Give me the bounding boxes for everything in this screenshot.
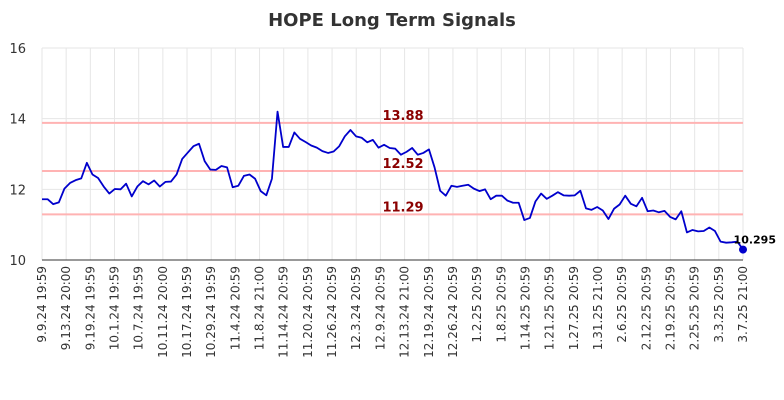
reference-line-labels: 13.88 12.52 11.29 xyxy=(382,109,423,216)
x-tick-label: 1.2.25 20:59 xyxy=(470,266,484,343)
x-tick-label: 11.4.24 20:59 xyxy=(228,266,242,350)
y-axis-ticks: 10 12 14 16 xyxy=(9,42,26,269)
reference-lines xyxy=(42,121,743,216)
last-value-dot xyxy=(739,245,747,254)
series-line xyxy=(42,110,744,251)
grid-lines xyxy=(41,47,744,261)
reference-line-label: 13.88 xyxy=(382,109,423,124)
x-tick-label: 10.7.24 19:59 xyxy=(132,266,146,350)
x-tick-label: 9.13.24 20:00 xyxy=(59,266,73,350)
x-tick-label: 1.31.25 21:00 xyxy=(591,266,605,350)
reference-line-label: 11.29 xyxy=(382,200,423,215)
x-tick-label: 11.14.24 20:59 xyxy=(277,266,291,358)
x-tick-label: 10.11.24 20:00 xyxy=(156,266,170,358)
x-tick-label: 3.7.25 21:00 xyxy=(736,266,750,343)
x-tick-label: 12.13.24 21:00 xyxy=(398,266,412,358)
x-axis-ticks: 9.9.24 19:59 9.13.24 20:00 9.19.24 19:59 10… xyxy=(35,266,750,358)
x-tick-label: 10.29.24 19:59 xyxy=(204,266,218,358)
last-value-marker: 10.295 xyxy=(734,234,776,254)
y-tick-label: 16 xyxy=(9,42,26,57)
x-tick-label: 1.27.25 20:59 xyxy=(567,266,581,350)
x-tick-label: 2.25.25 20:59 xyxy=(688,266,702,350)
x-tick-label: 12.3.24 20:59 xyxy=(349,266,363,350)
x-tick-label: 11.26.24 20:59 xyxy=(325,266,339,358)
x-tick-label: 12.9.24 20:59 xyxy=(373,266,387,350)
x-tick-label: 11.20.24 20:59 xyxy=(301,266,315,358)
x-tick-label: 2.12.25 20:59 xyxy=(639,266,653,350)
x-tick-label: 2.6.25 20:59 xyxy=(615,266,629,343)
y-tick-label: 12 xyxy=(9,183,26,198)
x-tick-label: 2.19.25 20:59 xyxy=(663,266,677,350)
x-tick-label: 1.14.25 20:59 xyxy=(518,266,532,350)
x-tick-label: 10.1.24 19:59 xyxy=(108,266,122,350)
y-tick-label: 10 xyxy=(9,254,26,269)
x-tick-label: 12.26.24 20:59 xyxy=(446,266,460,358)
last-value-label: 10.295 xyxy=(734,234,776,247)
series-layer xyxy=(42,110,744,251)
y-tick-label: 14 xyxy=(9,113,26,128)
reference-line-label: 12.52 xyxy=(382,157,423,172)
x-tick-label: 1.21.25 20:59 xyxy=(543,266,557,350)
x-tick-label: 9.9.24 19:59 xyxy=(35,266,49,343)
x-tick-label: 11.8.24 21:00 xyxy=(253,266,267,350)
x-tick-label: 3.3.25 20:59 xyxy=(712,266,726,343)
chart-title: HOPE Long Term Signals xyxy=(268,10,516,31)
x-tick-label: 1.8.25 20:59 xyxy=(494,266,508,343)
x-tick-label: 10.17.24 19:59 xyxy=(180,266,194,358)
x-tick-label: 9.19.24 19:59 xyxy=(83,266,97,350)
x-tick-label: 12.19.24 20:59 xyxy=(422,266,436,358)
